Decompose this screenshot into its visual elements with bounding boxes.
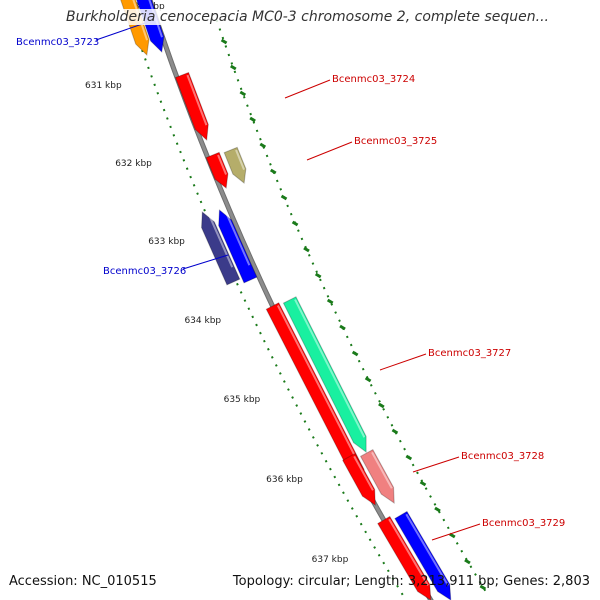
major-tick — [259, 142, 267, 149]
map-title: Burkholderia cenocepacia MC0-3 chromosom… — [64, 9, 551, 25]
tick-label: 635 kbp — [224, 395, 261, 405]
callout-leader — [379, 353, 427, 371]
feature-3728b — [359, 448, 395, 504]
callout-leader — [412, 456, 460, 473]
major-tick — [464, 558, 471, 565]
tick-label: 634 kbp — [184, 316, 221, 326]
tick-label: 632 kbp — [115, 159, 152, 169]
feature-3729b — [394, 510, 452, 600]
tick-label: 637 kbp — [312, 555, 349, 565]
feature-3726a — [201, 210, 241, 286]
feature-3728a-highlight — [353, 455, 374, 491]
feature-3726b-highlight — [223, 209, 251, 266]
callout-label: Bcenmc03_3726 — [103, 266, 186, 277]
callout-leader — [431, 523, 481, 541]
callout-leader — [182, 254, 229, 270]
feature-3727a-highlight — [276, 305, 364, 471]
major-tick — [239, 90, 247, 97]
callout-leader — [306, 141, 353, 161]
major-tick — [434, 506, 441, 513]
inner-tick-ring — [141, 49, 405, 597]
tick-label: 636 kbp — [266, 475, 303, 485]
major-tick — [326, 298, 334, 305]
major-tick — [449, 532, 456, 539]
major-tick — [230, 64, 237, 71]
major-tick — [364, 376, 372, 383]
feature-3726b — [218, 208, 258, 284]
feature-3728a — [342, 452, 376, 506]
callout-label: Bcenmc03_3725 — [354, 136, 437, 147]
major-tick — [291, 220, 299, 227]
callout-label: Bcenmc03_3724 — [332, 74, 415, 85]
major-tick — [479, 584, 487, 591]
feature-3725a-highlight — [217, 154, 228, 175]
outer-tick-ring — [215, 19, 490, 597]
feature-3727b — [282, 296, 367, 453]
callout-label: Bcenmc03_3728 — [461, 451, 544, 462]
major-tick — [405, 454, 413, 461]
feature-3729a-highlight — [388, 518, 429, 586]
major-tick — [280, 194, 288, 201]
major-tick — [314, 272, 322, 279]
accession-text: Accession: NC_010515 — [9, 574, 157, 589]
feature-3724 — [174, 71, 209, 142]
major-tick — [351, 350, 359, 357]
feature-3729b-highlight — [405, 513, 449, 586]
major-tick — [220, 38, 228, 45]
callout-leader — [95, 21, 149, 41]
feature-3726a-highlight — [206, 211, 234, 268]
major-tick — [419, 480, 427, 487]
major-tick — [269, 168, 277, 175]
major-tick — [303, 246, 310, 253]
feature-3728b-highlight — [371, 451, 393, 489]
feature-3729a — [377, 515, 432, 600]
tick-label: 631 kbp — [85, 81, 122, 91]
tick-label: 633 kbp — [148, 237, 185, 247]
feature-3725b-highlight — [235, 149, 245, 170]
feature-3727b-highlight — [294, 299, 366, 438]
major-tick — [391, 428, 399, 435]
sequence-summary: Topology: circular; Length: 3,213,911 bp… — [232, 574, 590, 589]
major-tick — [339, 324, 346, 331]
feature-3724-highlight — [186, 74, 208, 126]
major-tick — [249, 116, 256, 123]
callout-label: Bcenmc03_3723 — [16, 37, 99, 48]
feature-3725a — [205, 151, 229, 189]
callout-label: Bcenmc03_3729 — [482, 518, 565, 529]
major-tick — [378, 402, 385, 409]
callout-leader — [284, 79, 331, 99]
callout-label: Bcenmc03_3727 — [428, 348, 511, 359]
feature-3725b — [223, 146, 247, 184]
